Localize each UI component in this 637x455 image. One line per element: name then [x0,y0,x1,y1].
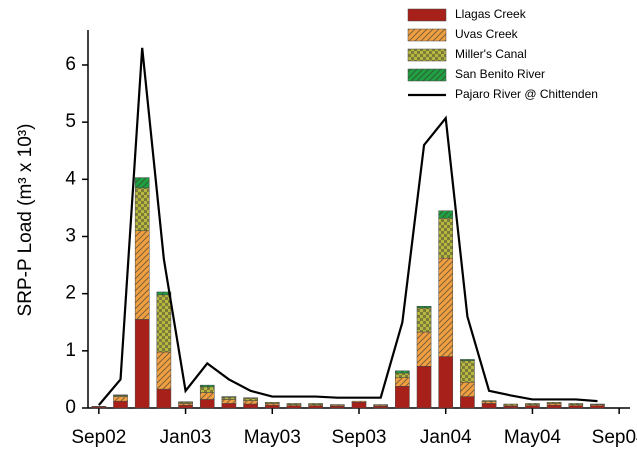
bar-segment [438,356,454,409]
legend-label: Miller's Canal [455,47,527,61]
bar-segment [481,401,497,404]
bar-segment [546,403,562,406]
bar-segment [221,403,237,409]
bar-segment [395,370,410,374]
bar-segment [395,377,410,387]
bar-segment [243,397,258,399]
bar-segment [221,396,237,398]
bar-segment [243,398,258,401]
bar-segment [264,404,280,409]
bar-segment [286,405,302,409]
bar-segment [113,394,128,396]
y-tick-label: 6 [65,54,76,75]
bar-segment [264,403,280,406]
bar-segment [113,400,128,409]
bar-segment [525,403,540,405]
bar-segment [395,372,410,378]
bar-segment [460,359,475,361]
bar-segment [395,386,410,409]
y-tick-label: 5 [65,111,76,132]
legend-swatch [407,48,447,62]
y-axis-label: SRP-P Load (m³ x 10³) [15,124,36,317]
bar-segment [156,351,172,390]
bar-segment [546,402,562,404]
bar-segment [438,217,454,259]
x-tick-label: May04 [504,427,561,448]
bar-segment [134,177,150,189]
bar-segment [286,403,302,405]
bar-segment [330,406,345,409]
legend-swatch [407,68,447,82]
bar-segment [199,392,215,400]
y-tick-label: 0 [65,397,76,418]
bar-segment [416,307,432,333]
bar-segment [460,360,475,383]
bar-segment [243,400,258,405]
bar-segment [134,319,150,409]
legend-label: Uvas Creek [455,27,519,41]
bar-segment [590,405,605,409]
bar-segment [546,404,562,409]
bar-segment [438,210,454,219]
x-tick-label: Jan03 [160,427,212,448]
bar-segment [113,396,128,402]
bar-segment [416,305,432,309]
bar-segment [481,400,497,402]
bar-segment [199,386,215,393]
bar-segment [438,257,454,357]
bar-segment [481,403,497,409]
y-tick-label: 4 [65,168,76,189]
bar-segment [221,399,237,404]
bar-segment [460,382,475,397]
legend-label: San Benito River [455,67,545,81]
bar-segment [308,403,323,405]
x-tick-label: Sep04 [592,427,637,448]
bar-segment [416,331,432,367]
bar-segment [156,291,172,296]
legend-swatch [407,28,447,42]
bar-segment [178,403,193,406]
bar-segment [351,402,367,409]
bar-segment [330,404,345,406]
bar-segment [460,396,475,409]
bar-segment [156,294,172,353]
bar-segment [503,403,519,406]
bar-segment [308,405,323,409]
bar-segment [351,400,367,403]
legend-label: Llagas Creek [455,7,527,21]
bar-segment [373,404,388,406]
x-tick-label: Sep03 [332,427,387,448]
bar-segment [221,396,237,400]
bar-segment [373,406,388,409]
x-tick-label: Jan04 [420,427,472,448]
bar-segment [178,401,193,403]
bar-segment [156,388,172,409]
bar-segment [134,187,150,232]
bar-segment [568,403,584,405]
y-tick-label: 3 [65,226,76,247]
x-tick-label: Sep02 [71,427,126,448]
bar-segment [568,405,584,409]
y-tick-label: 2 [65,283,76,304]
bar-segment [199,384,215,388]
bar-segment [91,406,107,408]
bar-segment [264,402,280,404]
bar-segment [243,403,258,409]
bar-segment [590,403,605,405]
bar-segment [416,366,432,409]
y-tick-label: 1 [65,340,76,361]
legend-swatch [407,8,447,22]
bar-segment [503,406,519,409]
bar-segment [134,230,150,320]
line [97,47,598,406]
bar-segment [525,405,540,409]
bar-segment [178,404,193,409]
legend-label: Pajaro River @ Chittenden [455,87,598,101]
x-tick-label: May03 [244,427,301,448]
bar-segment [199,399,215,409]
